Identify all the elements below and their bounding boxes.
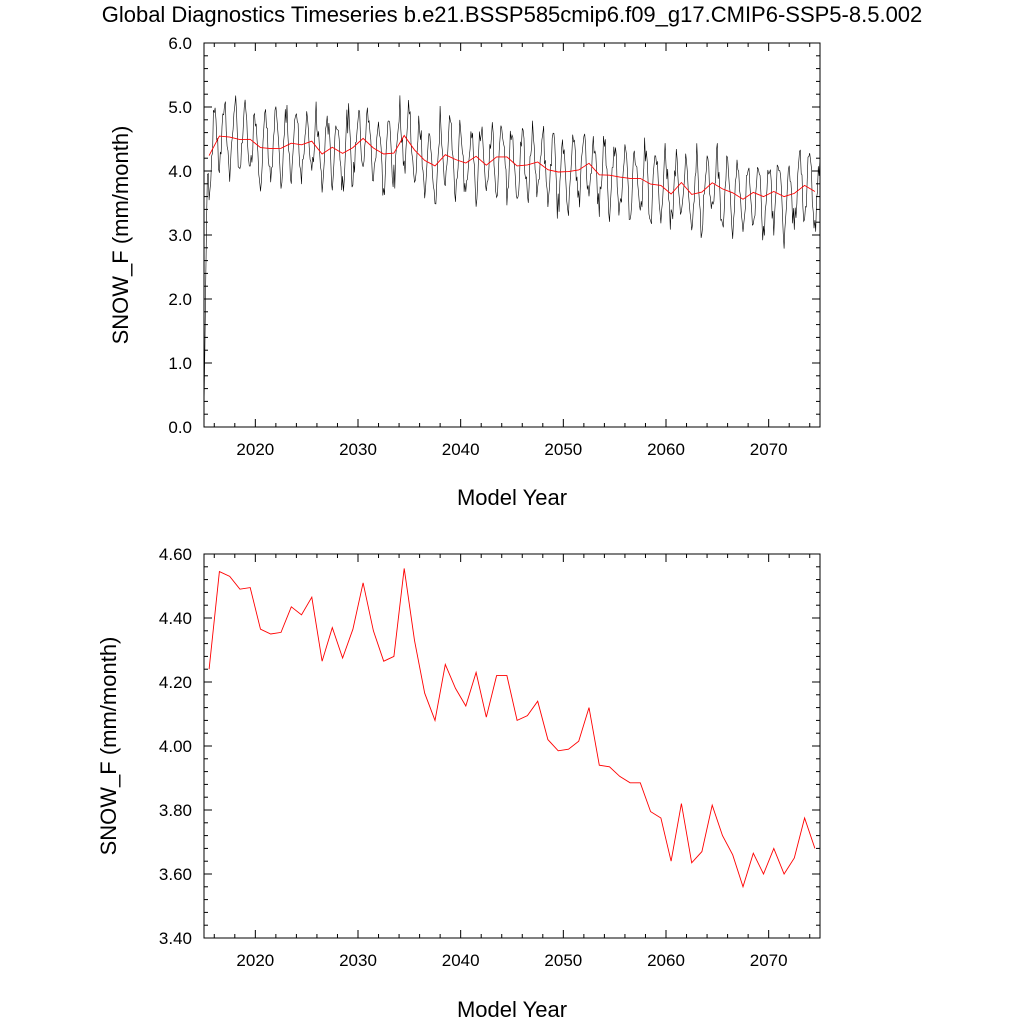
y-tick-label: 3.80 — [159, 801, 192, 820]
series-line-monthly — [204, 95, 820, 412]
x-axis-label: Model Year — [457, 485, 567, 510]
y-tick-label: 6.0 — [168, 34, 192, 53]
y-tick-label: 1.0 — [168, 354, 192, 373]
x-tick-label: 2030 — [339, 440, 377, 459]
x-tick-label: 2070 — [750, 951, 788, 970]
y-axis-label: SNOW_F (mm/month) — [108, 126, 133, 345]
y-tick-label: 5.0 — [168, 98, 192, 117]
top-chart-panel: 2020 2030 2040 2050 2060 2070 0.0 1.0 2.0 3.0 4.0 5… — [108, 34, 821, 510]
y-tick-label: 4.20 — [159, 673, 192, 692]
x-tick-label: 2020 — [236, 440, 274, 459]
x-tick-label: 2070 — [750, 440, 788, 459]
series-line-annual-mean — [208, 568, 816, 889]
x-tick-label: 2050 — [544, 951, 582, 970]
plot-frame — [203, 553, 821, 939]
y-tick-label: 4.00 — [159, 737, 192, 756]
y-tick-label: 3.40 — [159, 929, 192, 948]
x-tick-label: 2040 — [442, 440, 480, 459]
x-tick-label: 2060 — [647, 440, 685, 459]
x-axis-label: Model Year — [457, 997, 567, 1022]
series-line-annual-mean — [208, 134, 816, 200]
x-tick-label: 2020 — [236, 951, 274, 970]
x-tick-label: 2030 — [339, 951, 377, 970]
y-tick-label: 4.40 — [159, 609, 192, 628]
plot-frame — [203, 42, 821, 428]
y-axis-label: SNOW_F (mm/month) — [96, 637, 121, 856]
x-tick-label: 2050 — [544, 440, 582, 459]
y-tick-label: 4.60 — [159, 545, 192, 564]
y-tick-label: 4.0 — [168, 162, 192, 181]
bottom-chart-panel: 2020 2030 2040 2050 2060 2070 3.40 3.60 3.80 4.00… — [96, 545, 821, 1022]
x-tick-label: 2060 — [647, 951, 685, 970]
y-tick-label: 3.60 — [159, 865, 192, 884]
y-tick-label: 3.0 — [168, 226, 192, 245]
x-tick-label: 2040 — [442, 951, 480, 970]
y-tick-label: 2.0 — [168, 290, 192, 309]
y-tick-label: 0.0 — [168, 418, 192, 437]
figure-title: Global Diagnostics Timeseries b.e21.BSSP… — [101, 2, 923, 27]
